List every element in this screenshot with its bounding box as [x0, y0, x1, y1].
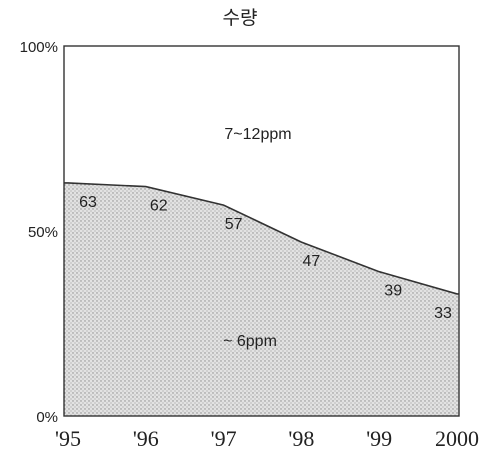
y-tick-label: 100%: [20, 39, 58, 56]
upper-region-label: 7~12ppm: [224, 126, 291, 143]
chart-title: 수량: [223, 7, 258, 29]
data-label: 62: [150, 198, 168, 215]
data-label: 57: [225, 216, 243, 233]
data-label: 33: [434, 305, 452, 322]
plot-frame: [63, 45, 460, 417]
x-tick-label: '96: [133, 426, 159, 451]
y-axis: 0% 50% 100%: [20, 39, 58, 426]
data-label: 63: [79, 194, 97, 211]
data-label: 39: [384, 283, 402, 300]
series-line: [64, 182, 459, 295]
y-tick-label: 50%: [28, 224, 58, 241]
area-fill: [64, 182, 459, 416]
data-label: 47: [303, 253, 321, 270]
lower-region-label: ~ 6ppm: [223, 333, 277, 350]
x-tick-label: '98: [288, 426, 314, 451]
x-tick-label: '97: [211, 426, 237, 451]
plot-border: [63, 45, 460, 417]
y-tick-label: 0%: [36, 409, 58, 426]
area-region: [64, 182, 459, 416]
x-tick-label: '95: [55, 426, 81, 451]
data-labels: 63 62 57 47 39 33: [79, 194, 452, 322]
x-tick-label: '99: [366, 426, 392, 451]
x-axis: '95 '96 '97 '98 '99 2000: [55, 426, 479, 451]
x-tick-label: 2000: [435, 426, 479, 451]
